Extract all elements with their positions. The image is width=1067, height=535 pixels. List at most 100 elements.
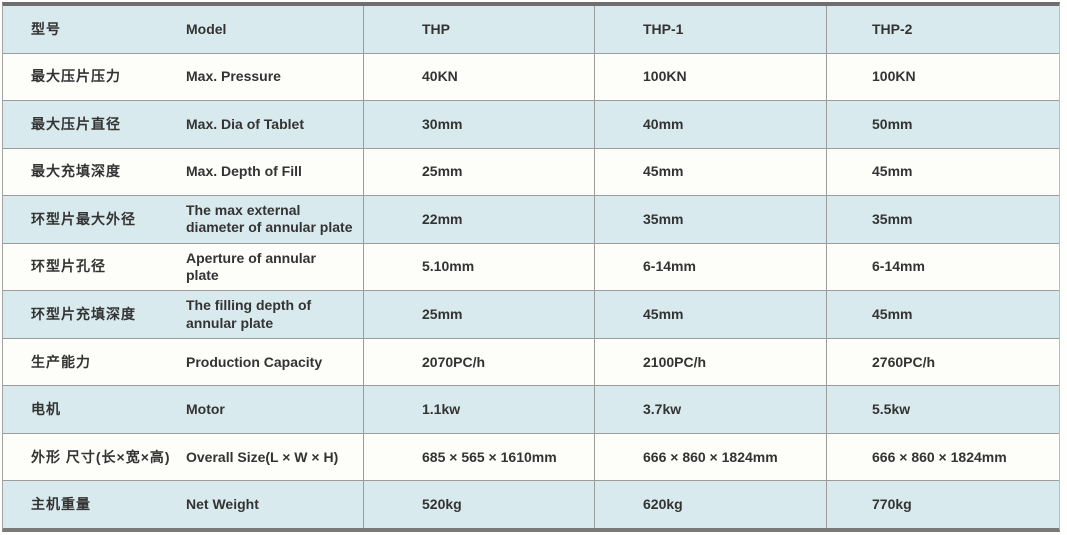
header-model-en-label: Model <box>186 20 227 37</box>
cell-en: Motor <box>186 386 363 433</box>
header-thp-label: THP <box>422 20 450 37</box>
thp1-value: 45mm <box>643 306 684 323</box>
table-row-max-depth-fill: 最大充填深度 Max. Depth of Fill 25mm 45mm 45mm <box>3 148 1059 197</box>
cell-cn: 外形 尺寸(长×宽×高) <box>3 434 186 481</box>
cell-thp2: 770kg <box>826 481 1059 529</box>
cell-thp: 520kg <box>363 481 594 529</box>
cn-label: 外形 尺寸(长×宽×高) <box>31 448 171 465</box>
en-label: Net Weight <box>186 496 259 513</box>
table-row-net-weight: 主机重量 Net Weight 520kg 620kg 770kg <box>3 481 1059 529</box>
thp2-value: 100KN <box>872 68 916 85</box>
thp-value: 30mm <box>422 115 463 132</box>
table-row-production-capacity: 生产能力 Production Capacity 2070PC/h 2100PC… <box>3 338 1059 387</box>
en-label: Overall Size(L × W × H) <box>186 448 339 465</box>
cell-thp1: 45mm <box>594 148 826 196</box>
cn-label: 主机重量 <box>31 496 91 513</box>
cell-en: The max external diameter of annular plat… <box>186 196 363 243</box>
thp-value: 2070PC/h <box>422 353 486 370</box>
cell-thp2: 50mm <box>826 101 1059 148</box>
en-label: Motor <box>186 401 225 418</box>
cell-cn: 最大充填深度 <box>3 149 186 196</box>
cell-thp1: 2100PC/h <box>594 338 826 386</box>
thp2-value: 2760PC/h <box>872 353 936 370</box>
header-thp1-label: THP-1 <box>643 20 684 37</box>
table-row-max-dia: 最大压片直径 Max. Dia of Tablet 30mm 40mm 50mm <box>3 101 1059 149</box>
cn-label: 环型片最大外径 <box>31 210 136 227</box>
cell-en: Net Weight <box>186 481 363 528</box>
header-col-thp2: THP-2 <box>826 6 1059 53</box>
cell-thp2: 666 × 860 × 1824mm <box>826 433 1059 481</box>
thp-value: 40KN <box>422 68 458 85</box>
header-model-cn: 型号 <box>3 6 186 53</box>
table-row-motor: 电机 Motor 1.1kw 3.7kw 5.5kw <box>3 386 1059 434</box>
cell-cn: 环型片最大外径 <box>3 196 186 243</box>
thp2-value: 45mm <box>872 306 913 323</box>
cell-thp1: 3.7kw <box>594 386 826 433</box>
header-model-cn-label: 型号 <box>31 20 61 37</box>
cell-thp1: 100KN <box>594 53 826 101</box>
thp1-value: 100KN <box>643 68 687 85</box>
cell-thp: 22mm <box>363 196 594 243</box>
table-row-max-pressure: 最大压片压力 Max. Pressure 40KN 100KN 100KN <box>3 53 1059 102</box>
cn-label: 最大压片压力 <box>31 68 121 85</box>
cell-thp2: 45mm <box>826 291 1059 338</box>
table-row-overall-size: 外形 尺寸(长×宽×高) Overall Size(L × W × H) 685… <box>3 433 1059 482</box>
table-row-aperture: 环型片孔径 Aperture of annular plate 5.10mm 6-… <box>3 243 1059 292</box>
cn-label: 生产能力 <box>31 353 91 370</box>
thp2-value: 45mm <box>872 163 913 180</box>
cell-thp1: 45mm <box>594 291 826 338</box>
cell-thp2: 2760PC/h <box>826 338 1059 386</box>
cell-cn: 环型片充填深度 <box>3 291 186 338</box>
en-label-line1: The filling depth of <box>186 297 312 314</box>
thp1-value: 40mm <box>643 115 684 132</box>
cell-cn: 最大压片压力 <box>3 54 186 101</box>
cell-thp: 2070PC/h <box>363 338 594 386</box>
thp-value: 25mm <box>422 306 463 323</box>
cell-thp: 30mm <box>363 101 594 148</box>
en-label-line2: plate <box>186 267 219 283</box>
en-label-line2: diameter of annular plate <box>186 219 353 236</box>
cell-en: Max. Dia of Tablet <box>186 101 363 148</box>
table-row-max-external-diameter: 环型片最大外径 The max external diameter of annu… <box>3 196 1059 244</box>
cn-label: 电机 <box>31 401 61 418</box>
thp2-value: 50mm <box>872 115 913 132</box>
cell-thp: 5.10mm <box>363 243 594 291</box>
cell-thp: 1.1kw <box>363 386 594 433</box>
thp1-value: 2100PC/h <box>643 353 707 370</box>
thp-value: 1.1kw <box>422 401 461 418</box>
cn-label: 最大压片直径 <box>31 115 121 132</box>
cell-thp: 40KN <box>363 53 594 101</box>
header-thp2-label: THP-2 <box>872 20 913 37</box>
header-row: 型号 Model THP THP-1 THP-2 <box>3 6 1059 54</box>
thp1-value: 35mm <box>643 210 684 227</box>
cell-thp1: 620kg <box>594 481 826 529</box>
cell-thp: 685 × 565 × 1610mm <box>363 433 594 481</box>
en-label-line2: annular plate <box>186 314 274 331</box>
cell-thp1: 40mm <box>594 101 826 148</box>
thp1-value: 666 × 860 × 1824mm <box>643 448 778 465</box>
thp-value: 520kg <box>422 496 462 513</box>
cn-label: 环型片充填深度 <box>31 306 136 323</box>
cell-en: Overall Size(L × W × H) <box>186 434 363 481</box>
cell-thp: 25mm <box>363 148 594 196</box>
en-label-line1: Aperture of annular <box>186 249 316 266</box>
thp1-value: 620kg <box>643 496 683 513</box>
thp1-value: 6-14mm <box>643 258 696 275</box>
cell-thp2: 45mm <box>826 148 1059 196</box>
cell-cn: 生产能力 <box>3 339 186 386</box>
en-label-line1: The max external <box>186 202 301 219</box>
thp-value: 5.10mm <box>422 258 475 275</box>
cn-label: 环型片孔径 <box>31 258 106 275</box>
cell-en: Max. Depth of Fill <box>186 149 363 196</box>
cell-thp2: 6-14mm <box>826 243 1059 291</box>
en-label: Max. Depth of Fill <box>186 163 302 180</box>
thp-value: 685 × 565 × 1610mm <box>422 448 557 465</box>
thp2-value: 6-14mm <box>872 258 925 275</box>
en-label: Max. Pressure <box>186 68 281 85</box>
thp2-value: 666 × 860 × 1824mm <box>872 448 1007 465</box>
cell-en: Aperture of annular plate <box>186 244 363 291</box>
cell-thp1: 666 × 860 × 1824mm <box>594 433 826 481</box>
header-col-thp: THP <box>363 6 594 53</box>
